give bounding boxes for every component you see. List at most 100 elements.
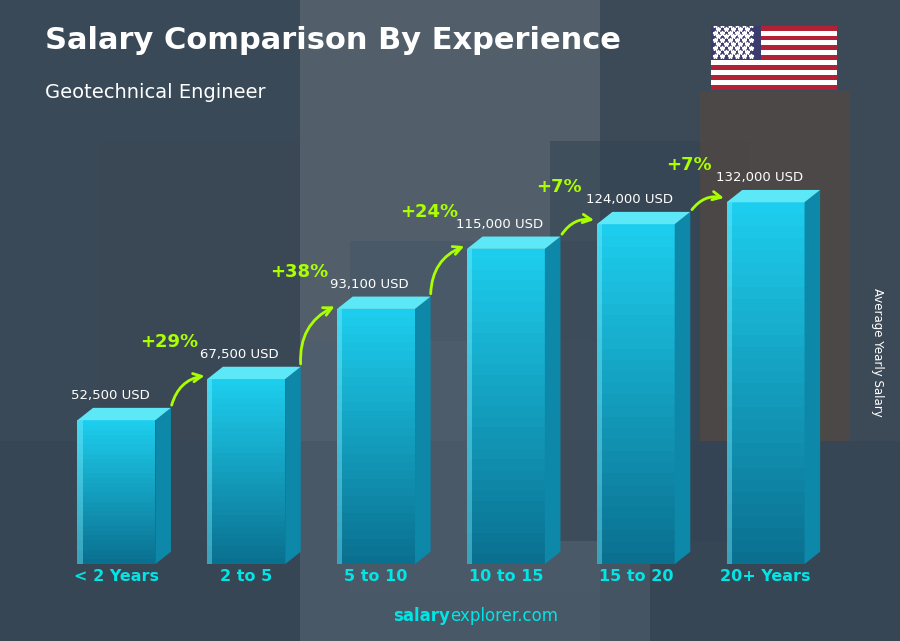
Polygon shape bbox=[77, 554, 156, 560]
Polygon shape bbox=[597, 349, 675, 360]
Polygon shape bbox=[726, 359, 805, 371]
Polygon shape bbox=[597, 496, 675, 508]
Polygon shape bbox=[597, 360, 675, 372]
Polygon shape bbox=[207, 552, 285, 558]
Polygon shape bbox=[597, 292, 675, 304]
Polygon shape bbox=[467, 291, 544, 301]
Polygon shape bbox=[467, 270, 544, 280]
Polygon shape bbox=[597, 338, 675, 349]
Polygon shape bbox=[77, 420, 156, 425]
Text: 132,000 USD: 132,000 USD bbox=[716, 171, 803, 184]
Polygon shape bbox=[338, 335, 415, 343]
Polygon shape bbox=[597, 440, 675, 451]
Polygon shape bbox=[726, 371, 805, 383]
Polygon shape bbox=[207, 367, 301, 379]
Polygon shape bbox=[77, 526, 156, 531]
Polygon shape bbox=[338, 538, 415, 547]
Polygon shape bbox=[675, 212, 690, 564]
Polygon shape bbox=[726, 419, 805, 431]
Polygon shape bbox=[467, 312, 544, 322]
Polygon shape bbox=[467, 249, 544, 260]
Polygon shape bbox=[415, 297, 430, 564]
Polygon shape bbox=[207, 540, 285, 545]
Polygon shape bbox=[467, 301, 544, 312]
Polygon shape bbox=[726, 540, 805, 552]
Polygon shape bbox=[597, 542, 675, 553]
Bar bbox=[711, 80, 837, 85]
Polygon shape bbox=[726, 335, 805, 347]
Polygon shape bbox=[207, 490, 285, 496]
Polygon shape bbox=[338, 470, 415, 479]
Bar bbox=[700, 91, 850, 441]
Polygon shape bbox=[77, 420, 83, 564]
Polygon shape bbox=[597, 553, 675, 564]
Polygon shape bbox=[467, 449, 544, 459]
Text: salary: salary bbox=[393, 607, 450, 625]
Polygon shape bbox=[597, 474, 675, 485]
Text: 124,000 USD: 124,000 USD bbox=[586, 193, 673, 206]
Bar bbox=[711, 65, 837, 70]
Polygon shape bbox=[207, 472, 285, 478]
Polygon shape bbox=[77, 478, 156, 483]
Polygon shape bbox=[597, 428, 675, 440]
Polygon shape bbox=[597, 508, 675, 519]
Polygon shape bbox=[726, 203, 805, 214]
Polygon shape bbox=[467, 501, 544, 512]
Polygon shape bbox=[207, 515, 285, 521]
Polygon shape bbox=[597, 394, 675, 406]
Polygon shape bbox=[77, 425, 156, 429]
Bar bbox=[711, 46, 837, 50]
Polygon shape bbox=[207, 533, 285, 540]
Polygon shape bbox=[597, 281, 675, 292]
Polygon shape bbox=[338, 326, 415, 335]
Polygon shape bbox=[77, 506, 156, 512]
Polygon shape bbox=[726, 456, 805, 467]
Polygon shape bbox=[467, 554, 544, 564]
Polygon shape bbox=[467, 396, 544, 406]
Polygon shape bbox=[338, 360, 415, 369]
Polygon shape bbox=[77, 560, 156, 564]
Polygon shape bbox=[207, 484, 285, 490]
Polygon shape bbox=[726, 299, 805, 311]
Bar bbox=[711, 85, 837, 90]
Polygon shape bbox=[726, 504, 805, 516]
Polygon shape bbox=[467, 249, 472, 564]
Polygon shape bbox=[207, 521, 285, 527]
Polygon shape bbox=[597, 519, 675, 530]
Polygon shape bbox=[338, 445, 415, 453]
Polygon shape bbox=[77, 545, 156, 550]
Polygon shape bbox=[597, 258, 675, 269]
Text: +7%: +7% bbox=[536, 178, 582, 196]
Polygon shape bbox=[597, 485, 675, 496]
Polygon shape bbox=[726, 516, 805, 528]
Polygon shape bbox=[467, 417, 544, 428]
Text: +38%: +38% bbox=[270, 263, 328, 281]
Polygon shape bbox=[207, 379, 212, 564]
Polygon shape bbox=[338, 317, 415, 326]
Polygon shape bbox=[467, 280, 544, 291]
Polygon shape bbox=[77, 487, 156, 492]
Bar bbox=[711, 60, 837, 65]
Polygon shape bbox=[207, 410, 285, 416]
Polygon shape bbox=[338, 309, 342, 564]
Polygon shape bbox=[726, 383, 805, 395]
Bar bbox=[711, 26, 761, 60]
Polygon shape bbox=[597, 224, 602, 564]
Polygon shape bbox=[805, 190, 820, 564]
Polygon shape bbox=[338, 297, 430, 309]
Polygon shape bbox=[338, 419, 415, 428]
Polygon shape bbox=[77, 408, 171, 420]
Polygon shape bbox=[207, 465, 285, 472]
Polygon shape bbox=[77, 463, 156, 468]
Polygon shape bbox=[77, 468, 156, 473]
Polygon shape bbox=[77, 483, 156, 487]
Polygon shape bbox=[467, 344, 544, 354]
Polygon shape bbox=[597, 462, 675, 474]
Polygon shape bbox=[597, 530, 675, 542]
Polygon shape bbox=[597, 383, 675, 394]
Polygon shape bbox=[207, 385, 285, 392]
Polygon shape bbox=[338, 513, 415, 522]
Polygon shape bbox=[207, 379, 285, 385]
Bar bbox=[300, 341, 650, 641]
Polygon shape bbox=[338, 530, 415, 538]
